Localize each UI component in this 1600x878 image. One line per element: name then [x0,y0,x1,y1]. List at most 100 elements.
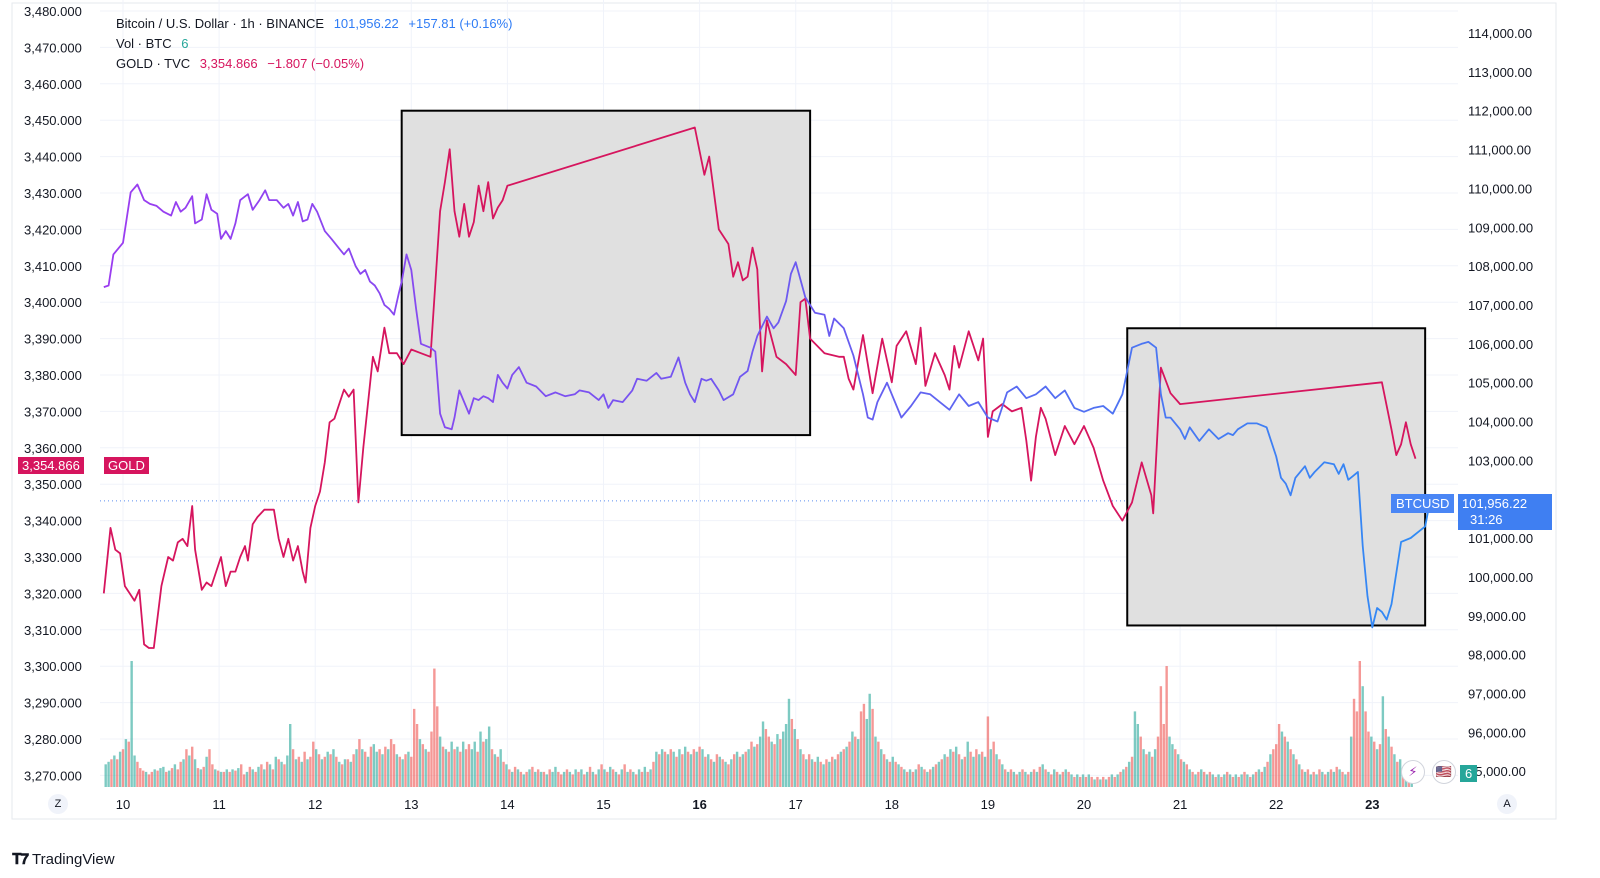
left-axis-tick: 3,330.000 [24,550,82,565]
volume-bar [1355,711,1359,787]
volume-bar [698,746,701,787]
volume-bar [346,759,350,787]
legend-btc[interactable]: Bitcoin / U.S. Dollar · 1h · BINANCE 101… [116,16,518,31]
volume-bar [479,731,482,787]
volume-bar [620,769,623,787]
price-lines [102,126,1431,649]
btc-label-tag: BTCUSD [1391,494,1455,513]
date-tick: 13 [404,797,418,812]
volume-bar [461,741,465,787]
volume-bar [499,749,502,787]
volume-bar [1338,769,1341,787]
left-axis-tick: 3,350.000 [24,477,82,492]
volume-bar [1191,771,1194,787]
log-scale-button-label: Z [54,798,62,810]
volume-bar [865,718,869,787]
volume-bar [882,754,886,787]
volume-bar [776,734,779,787]
volume-bar [758,736,762,787]
volume-bar [949,749,952,787]
volume-bar [447,751,450,787]
volume-bar [335,756,338,787]
volume-bar [750,741,753,787]
volume-bar [482,741,485,787]
volume-bar [929,769,932,787]
volume-bar [989,749,992,787]
volume-bar [490,749,494,787]
legend-gold-name: GOLD · TVC [116,56,191,71]
volume-bar [107,761,110,787]
volume-bar [188,755,191,787]
volume-bar [900,766,903,787]
log-scale-button[interactable]: Z [48,794,68,814]
volume-bar [323,756,327,787]
volume-bar [1375,749,1379,787]
volume-bar [796,739,799,787]
volume-bar [289,724,292,787]
volume-bar [505,764,508,787]
volume-bar [1153,749,1157,787]
left-axis-tick: 3,410.000 [24,259,82,274]
volume-bar [237,768,240,787]
volume-bar [1119,771,1122,787]
date-tick: 16 [692,797,706,812]
volume-bar [1254,771,1258,787]
volume-bar [1185,764,1189,787]
volume-bar [1289,749,1292,787]
volume-bar [519,771,523,787]
left-axis-tick: 3,470.000 [24,40,82,55]
volume-bar [966,741,969,787]
volume-bar [1263,766,1266,787]
volume-bar [1214,776,1217,787]
volume-bar [819,761,822,787]
highlight-box [1126,327,1427,627]
volume-bar [401,759,404,787]
volume-bar [133,755,136,787]
volume-bar [170,768,174,787]
volume-bar [1081,774,1085,787]
legend-gold[interactable]: GOLD · TVC 3,354.866 −1.807 (−0.05%) [116,56,370,71]
left-axis-tick: 3,280.000 [24,732,82,747]
left-axis-tick: 3,320.000 [24,586,82,601]
volume-bar [952,751,955,787]
right-axis-tick: 95,000.00 [1468,764,1526,779]
volume-bar [1182,761,1186,787]
volume-bar [833,759,837,787]
right-axis-tick: 104,000.00 [1468,415,1533,430]
volume-bar [678,749,681,787]
volume-bar [799,749,802,787]
volume-bar [577,771,580,787]
volume-bar [937,761,941,787]
lightning-icon[interactable]: ⚡ [1401,760,1425,784]
us-flag-icon[interactable]: 🇺🇸 [1432,760,1456,784]
volume-bar [732,754,736,787]
volume-bar [1032,769,1036,787]
tradingview-brand[interactable]: 𝐓𝟕 TradingView [12,851,115,868]
volume-bar [118,751,122,787]
volume-bar [242,774,246,787]
left-axis-tick: 3,300.000 [24,659,82,674]
volume-bar [205,756,208,787]
volume-bar [110,759,113,787]
volume-bar [686,751,690,787]
auto-scale-button[interactable]: A [1497,794,1517,814]
legend-vol[interactable]: Vol · BTC 6 [116,36,194,51]
volume-bar [1015,774,1018,787]
volume-bar [1321,771,1324,787]
volume-bar [343,759,347,787]
volume-bar [1064,769,1067,787]
volume-bar [923,769,926,787]
volume-bar [1341,771,1344,787]
right-axis-tick: 97,000.00 [1468,686,1526,701]
volume-bar [1275,744,1278,787]
volume-bar [770,741,773,787]
volume-bar [1194,774,1197,787]
volume-bar [1217,774,1220,787]
volume-bar [545,774,549,787]
volume-bar [715,754,719,787]
volume-bar [156,770,159,787]
volume-bar [1269,754,1272,787]
date-tick: 18 [885,797,899,812]
